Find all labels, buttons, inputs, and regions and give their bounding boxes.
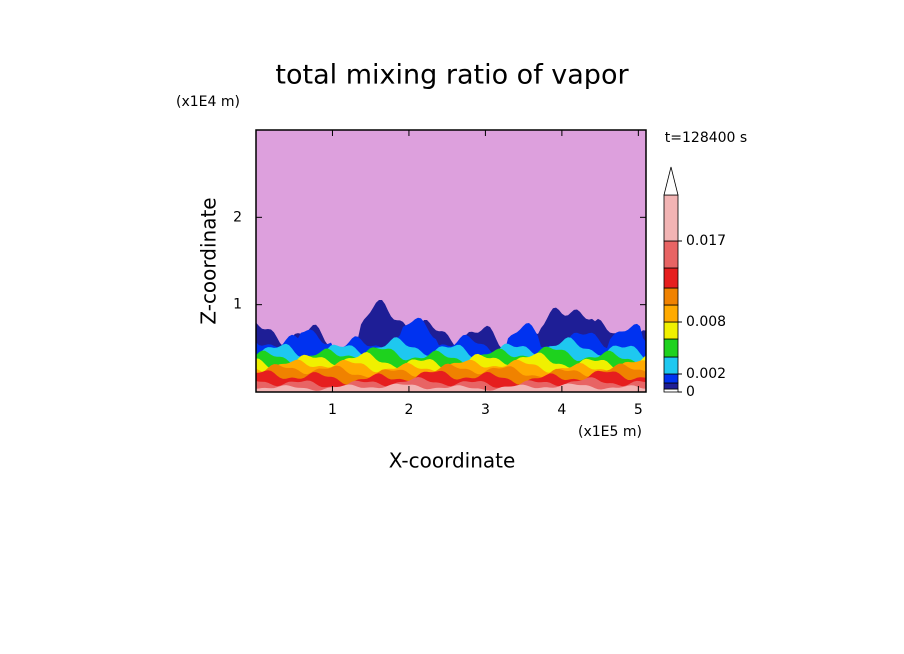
x-tick-label: 3: [481, 402, 490, 418]
x-tick-label: 1: [328, 402, 337, 418]
colorbar-arrow: [663, 166, 679, 196]
colorbar-tick-label: 0: [686, 384, 695, 400]
colorbar-segment: [663, 267, 679, 289]
x-tick-label: 4: [557, 402, 566, 418]
colorbar-tick-label: 0.002: [686, 366, 726, 382]
contour-fill: [256, 383, 646, 392]
y-tick-label: 1: [233, 297, 242, 313]
y-axis-label: Z-coordinate: [197, 197, 221, 324]
y-unit: (x1E4 m): [176, 94, 240, 110]
colorbar-segment: [663, 388, 679, 393]
colorbar-tick-label: 0.017: [686, 233, 726, 249]
plot-frame: [255, 129, 647, 393]
x-tick-label: 5: [634, 402, 643, 418]
chart-title: total mixing ratio of vapor: [275, 60, 629, 91]
colorbar-segment: [663, 338, 679, 358]
colorbar-segment: [663, 356, 679, 375]
colorbar-segment: [663, 287, 679, 306]
colorbar-segment: [663, 194, 679, 242]
time-annotation: t=128400 s: [665, 130, 747, 146]
colorbar-segment: [663, 373, 679, 384]
colorbar-segment: [663, 382, 679, 390]
colorbar-tick-label: 0.008: [686, 314, 726, 330]
colorbar-segment: [663, 321, 679, 340]
x-tick-label: 2: [404, 402, 413, 418]
colorbar-segment: [663, 304, 679, 323]
x-axis-label: X-coordinate: [389, 449, 516, 473]
colorbar-segment: [663, 240, 679, 269]
x-unit: (x1E5 m): [578, 424, 642, 440]
y-tick-label: 2: [233, 209, 242, 225]
